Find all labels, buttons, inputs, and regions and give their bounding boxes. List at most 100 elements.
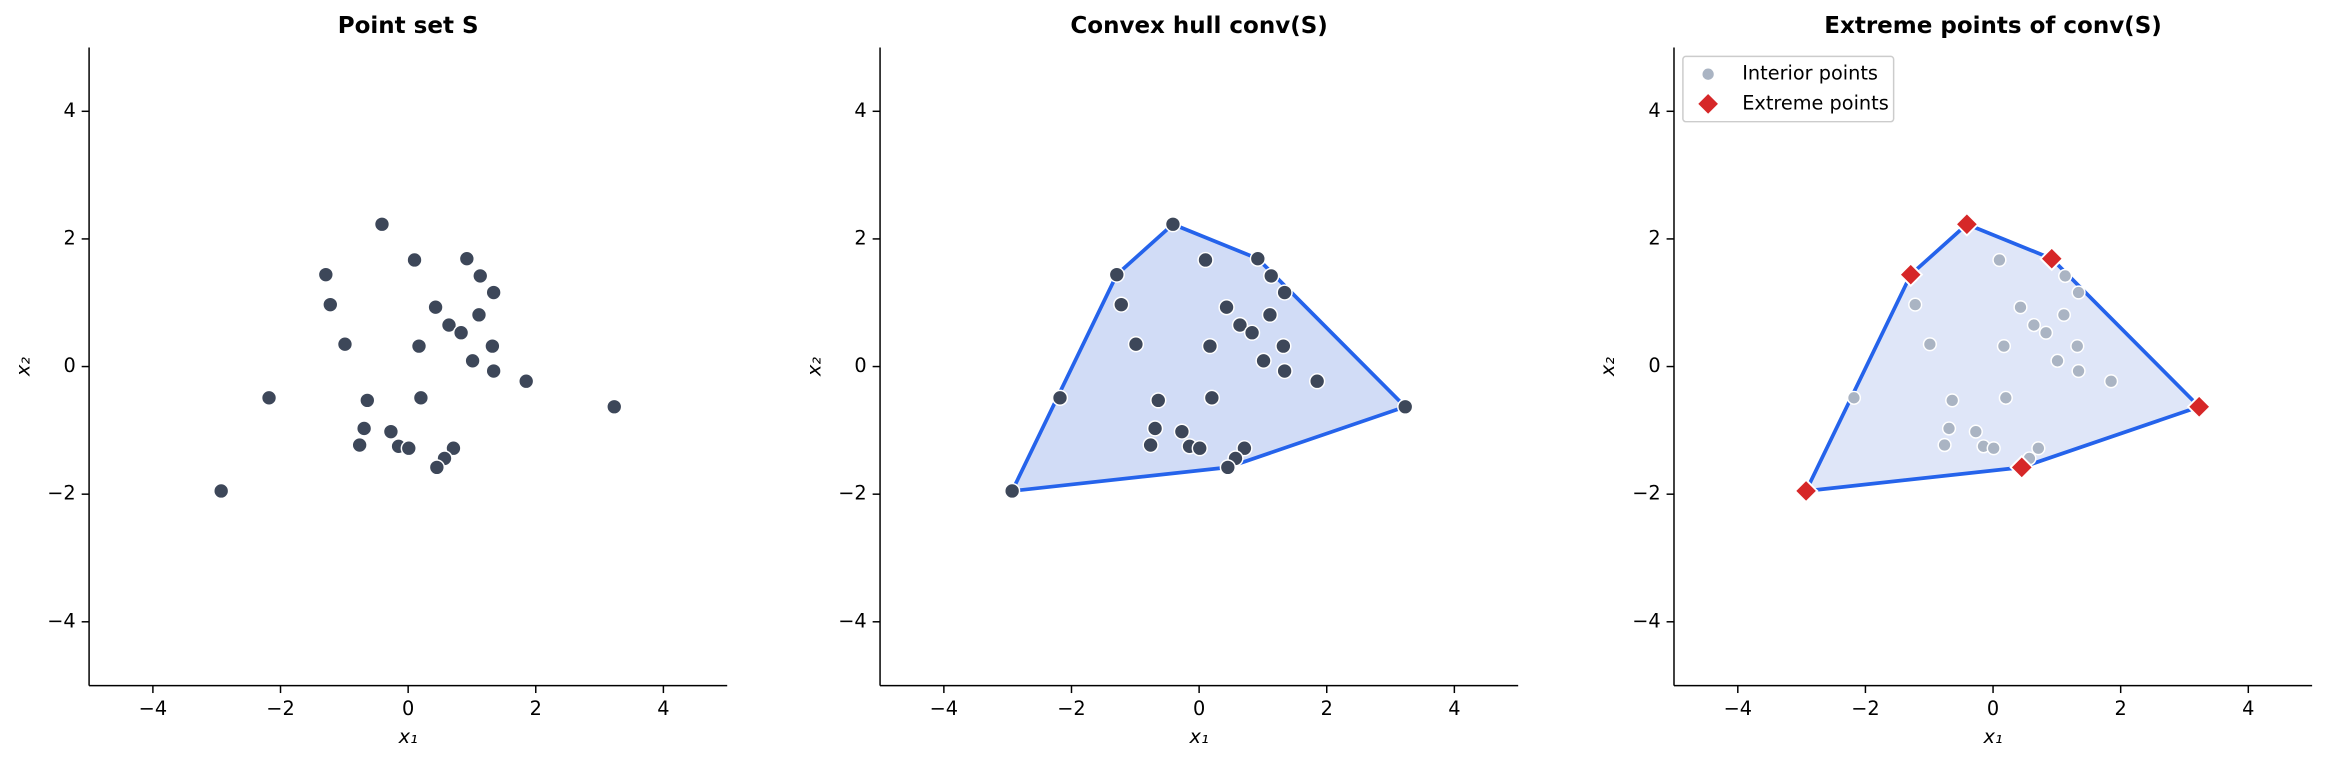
point-marker — [518, 373, 535, 390]
y-tick-label: −4 — [47, 609, 75, 632]
point-marker — [2071, 285, 2086, 300]
legend-marker — [1695, 91, 1721, 117]
point-marker — [485, 284, 502, 301]
y-tick-label: 0 — [854, 354, 866, 377]
point-marker — [1231, 316, 1249, 334]
point-marker — [1937, 437, 1952, 453]
y-tick-label: 4 — [63, 99, 75, 122]
point-marker — [1941, 421, 1957, 436]
x-tick-label: 4 — [657, 697, 669, 720]
point-marker — [322, 296, 339, 313]
point-marker — [427, 299, 444, 316]
point-marker — [1908, 297, 1923, 312]
point-marker — [1003, 482, 1021, 500]
x-axis-label: x₁ — [1982, 725, 2002, 748]
point-marker — [2056, 307, 2072, 322]
panel-title: Convex hull conv(S) — [1070, 13, 1327, 39]
point-marker — [1051, 389, 1069, 406]
point-marker — [606, 398, 623, 415]
x-tick-label: −4 — [1724, 697, 1752, 720]
diamond-marker — [1793, 478, 1819, 504]
point-marker — [1276, 362, 1293, 380]
x-tick-label: 4 — [1448, 697, 1460, 720]
legend-marker — [1701, 67, 1716, 82]
point-marker — [428, 459, 446, 476]
x-tick-label: 2 — [2115, 697, 2127, 720]
point-marker — [351, 436, 368, 454]
x-tick-label: −4 — [139, 697, 167, 720]
y-tick-label: 0 — [1648, 354, 1660, 377]
point-marker — [400, 440, 417, 457]
point-marker — [1276, 284, 1293, 301]
x-tick-label: 4 — [2242, 697, 2254, 720]
point-marker — [445, 440, 462, 457]
x-axis-label: x₁ — [398, 725, 418, 748]
x-tick-label: −2 — [1057, 697, 1085, 720]
point-marker — [1201, 337, 1219, 355]
point-marker — [1236, 440, 1253, 457]
point-marker — [2038, 325, 2054, 340]
panel-title: Extreme points of conv(S) — [1824, 13, 2161, 39]
point-marker — [440, 316, 458, 334]
point-marker — [1945, 393, 1960, 408]
y-axis-label: x₂ — [11, 357, 34, 377]
point-marker — [1146, 420, 1164, 437]
y-tick-label: 4 — [854, 99, 866, 122]
y-tick-label: 4 — [1648, 99, 1660, 122]
point-marker — [2013, 300, 2028, 315]
legend: Interior points Extreme points — [1682, 55, 1895, 123]
point-marker — [2103, 374, 2119, 389]
point-marker — [412, 389, 430, 406]
point-marker — [1263, 267, 1280, 285]
point-marker — [2070, 339, 2085, 354]
point-marker — [373, 216, 391, 233]
point-marker — [1249, 250, 1266, 267]
point-marker — [1998, 390, 2013, 405]
point-marker — [1113, 296, 1130, 313]
point-marker — [213, 482, 230, 500]
point-marker — [1191, 440, 1208, 457]
point-marker — [1309, 373, 1326, 390]
x-tick-label: 0 — [1193, 697, 1205, 720]
y-tick-label: −2 — [47, 482, 75, 505]
y-tick-label: −2 — [1632, 482, 1660, 505]
y-axis-label: x₂ — [1596, 357, 1619, 377]
y-tick-label: 2 — [1648, 226, 1660, 249]
diamond-marker — [2039, 246, 2065, 272]
diamond-marker — [2186, 394, 2212, 420]
x-tick-label: 2 — [1321, 697, 1333, 720]
point-marker — [2031, 441, 2046, 456]
legend-label: Extreme points — [1742, 91, 1889, 114]
y-tick-label: −2 — [838, 482, 866, 505]
x-tick-label: 2 — [530, 697, 542, 720]
diamond-marker — [2009, 454, 2035, 480]
point-marker — [484, 337, 501, 355]
y-tick-label: 2 — [854, 226, 866, 249]
point-marker — [410, 337, 428, 355]
panel: Convex hull conv(S) −4 −2 0 2 4 −4 −2 0 2 4 x₁ x₂ — [802, 13, 1519, 748]
panel-title: Point set S — [338, 13, 479, 39]
point-marker — [1142, 436, 1159, 454]
point-marker — [260, 389, 278, 406]
point-marker — [336, 336, 354, 353]
y-tick-label: 2 — [63, 226, 75, 249]
point-marker — [1218, 299, 1235, 316]
point-marker — [485, 362, 502, 380]
point-marker — [382, 423, 400, 440]
point-marker — [472, 267, 489, 285]
point-marker — [1261, 306, 1279, 324]
point-marker — [1108, 266, 1125, 283]
point-marker — [1397, 398, 1414, 415]
point-marker — [406, 251, 423, 269]
point-marker — [1243, 324, 1261, 341]
x-axis-label: x₁ — [1189, 725, 1209, 748]
y-tick-label: −4 — [838, 609, 866, 632]
point-marker — [464, 352, 481, 369]
point-marker — [1255, 352, 1272, 369]
diamond-marker — [1954, 211, 1980, 237]
point-marker — [1164, 216, 1182, 233]
legend-label: Interior points — [1742, 62, 1878, 85]
point-marker — [470, 306, 488, 324]
x-tick-label: −4 — [930, 697, 958, 720]
